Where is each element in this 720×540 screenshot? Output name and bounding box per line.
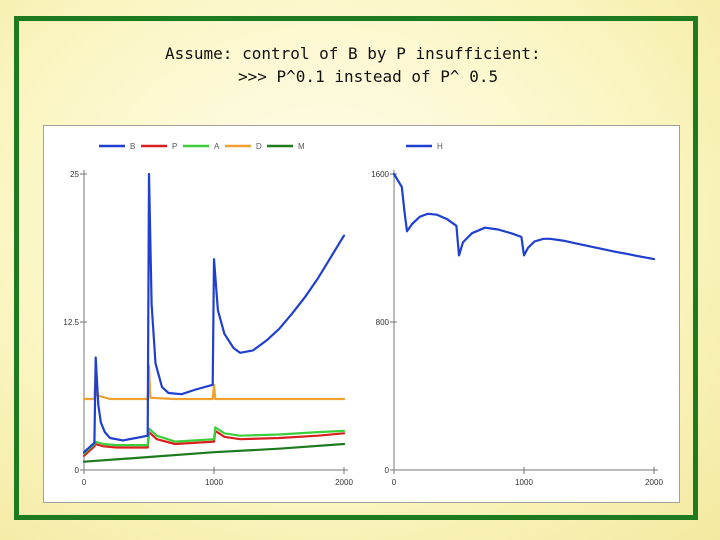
chart1-y-tick-label: 1600: [371, 170, 389, 179]
chart0-legend-label-D: D: [256, 142, 262, 151]
chart1-y-tick-label: 0: [385, 466, 390, 475]
chart0-legend-label-B: B: [130, 142, 135, 151]
chart0-series-line-A: [82, 426, 346, 455]
slide-frame: [14, 16, 698, 520]
title-line-2: >>> P^0.1 instead of P^ 0.5: [238, 67, 499, 86]
chart0-y-tick-label: 12.5: [63, 318, 79, 327]
chart1-series-line-H: [392, 172, 656, 261]
plot-panel: 0 12.5 25 0 1000 2000 B P A D M 0 800 1600 0 1000 2000 H: [43, 125, 680, 503]
chart1-x-tick-label: 0: [392, 478, 397, 487]
chart0-x-tick-label: 1000: [205, 478, 223, 487]
chart0-y-tick-label: 0: [75, 466, 80, 475]
charts-svg: 0 12.5 25 0 1000 2000 B P A D M 0 800 1600 0 1000 2000 H: [63, 142, 663, 487]
title-line-1: Assume: control of B by P insufficient:: [165, 44, 541, 63]
chart0-y-tick-label: 25: [70, 170, 79, 179]
chart0-x-tick-label: 0: [82, 478, 87, 487]
chart1-x-tick-label: 2000: [645, 478, 663, 487]
chart0-legend-label-A: A: [214, 142, 220, 151]
chart0-legend-label-P: P: [172, 142, 177, 151]
chart1-legend-label-H: H: [437, 142, 443, 151]
chart0-legend-label-M: M: [298, 142, 305, 151]
chart1-x-tick-label: 1000: [515, 478, 533, 487]
chart0-series-line-D: [82, 364, 346, 401]
chart1-y-tick-label: 800: [376, 318, 390, 327]
chart0-series-line-P: [82, 429, 346, 457]
chart0-series-line-M: [82, 442, 346, 463]
chart0-x-tick-label: 2000: [335, 478, 353, 487]
chart0-series-line-B: [82, 172, 346, 454]
